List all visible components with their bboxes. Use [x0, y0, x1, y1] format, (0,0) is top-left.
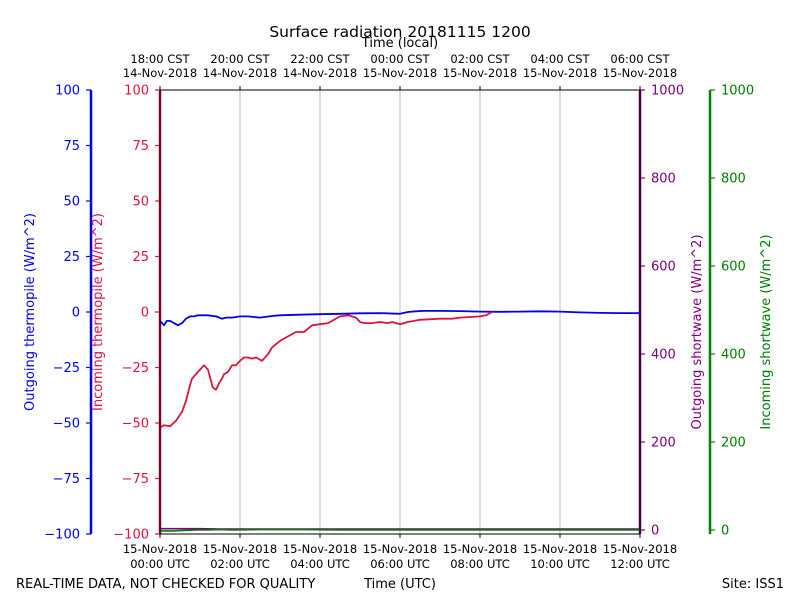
outgoing-thermopile-axis: −100 −75 −50 −25 0 25 50 75 100 Outgoing thermopi…	[23, 84, 93, 543]
bottom-tick-label-time: 06:00 UTC	[370, 557, 430, 571]
incoming-thermopile-axis: −100 −75 −50 −25 0 25 50 75 100 Incoming thermopi…	[91, 84, 162, 543]
top-tick-label-time: 04:00 CST	[530, 52, 590, 66]
data-series	[159, 309, 640, 532]
axis-tick-label: 0	[651, 524, 659, 539]
top-tick-label-time: 00:00 CST	[370, 52, 430, 66]
x-axis-label: Time (UTC)	[363, 577, 436, 592]
top-tick-label-time: 20:00 CST	[210, 52, 270, 66]
top-tick-label-date: 15-Nov-2018	[443, 66, 517, 80]
axis-tick-label: 200	[721, 436, 746, 451]
axis-tick-label: 0	[141, 306, 149, 321]
axis-tick-label: 25	[132, 250, 149, 265]
bottom-tick-label-date: 15-Nov-2018	[123, 542, 197, 556]
bottom-tick-label-time: 08:00 UTC	[450, 557, 510, 571]
axis-tick-label: 100	[124, 84, 149, 99]
bottom-tick-label-date: 15-Nov-2018	[603, 542, 677, 556]
top-tick-label-date: 14-Nov-2018	[283, 66, 357, 80]
axis-tick-label: 0	[72, 306, 80, 321]
axis-title: Outgoing shortwave (W/m^2)	[690, 234, 705, 429]
axis-tick-label: 400	[721, 348, 746, 363]
axis-title: Outgoing thermopile (W/m^2)	[23, 213, 38, 411]
axis-tick-label: 800	[651, 172, 676, 187]
axis-tick-label: −75	[53, 472, 80, 487]
axis-tick-label: 1000	[651, 84, 684, 99]
axis-tick-label: 200	[651, 436, 676, 451]
chart-title: Surface radiation 20181115 1200	[269, 23, 530, 41]
axis-tick-label: 800	[721, 172, 746, 187]
quality-disclaimer: REAL-TIME DATA, NOT CHECKED FOR QUALITY	[16, 577, 315, 592]
axis-tick-label: 50	[132, 195, 149, 210]
axis-tick-label: 75	[132, 139, 149, 154]
top-tick-label-date: 14-Nov-2018	[203, 66, 277, 80]
plot-frame	[159, 89, 641, 535]
incoming-shortwave-axis: 0 200 400 600 800 1000 Incoming shortwave (W/m…	[708, 84, 774, 539]
bottom-tick-label-time: 12:00 UTC	[610, 557, 670, 571]
axis-tick-label: 1000	[721, 84, 754, 99]
axis-title: Incoming shortwave (W/m^2)	[759, 234, 774, 429]
axis-tick-label: −50	[122, 417, 149, 432]
top-axis-label: Time (local)	[361, 36, 438, 51]
axis-tick-label: 100	[55, 84, 80, 99]
bottom-tick-label-date: 15-Nov-2018	[203, 542, 277, 556]
top-tick-label-date: 14-Nov-2018	[123, 66, 197, 80]
axis-tick-label: 50	[63, 195, 80, 210]
top-tick-label-date: 15-Nov-2018	[523, 66, 597, 80]
axis-tick-label: −100	[44, 528, 80, 543]
top-tick-label-time: 18:00 CST	[130, 52, 190, 66]
top-tick-label-time: 06:00 CST	[610, 52, 670, 66]
bottom-tick-label-time: 10:00 UTC	[530, 557, 590, 571]
axis-tick-label: −100	[113, 528, 149, 543]
axis-tick-label: 600	[651, 260, 676, 275]
bottom-tick-label-time: 00:00 UTC	[130, 557, 190, 571]
outgoing-thermopile-line	[159, 309, 640, 327]
bottom-tick-label-date: 15-Nov-2018	[523, 542, 597, 556]
outgoing-shortwave-axis: 0 200 400 600 800 1000 Outgoing shortwave (W/m…	[638, 84, 705, 539]
axis-tick-label: −50	[53, 417, 80, 432]
axis-tick-label: 0	[721, 524, 729, 539]
incoming-thermopile-line	[159, 311, 493, 429]
top-tick-label-date: 15-Nov-2018	[603, 66, 677, 80]
site-label: Site: ISS1	[722, 577, 784, 592]
axis-tick-label: 75	[63, 139, 80, 154]
axis-tick-label: −25	[122, 361, 149, 376]
top-tick-label-time: 02:00 CST	[450, 52, 510, 66]
axis-tick-label: −75	[122, 472, 149, 487]
bottom-tick-label-date: 15-Nov-2018	[443, 542, 517, 556]
axis-tick-label: 600	[721, 260, 746, 275]
axis-title: Incoming thermopile (W/m^2)	[91, 213, 106, 411]
axis-tick-label: 400	[651, 348, 676, 363]
axis-tick-label: 25	[63, 250, 80, 265]
bottom-tick-label-date: 15-Nov-2018	[363, 542, 437, 556]
incoming-shortwave-line	[160, 528, 640, 532]
bottom-tick-label-time: 02:00 UTC	[210, 557, 270, 571]
axis-tick-label: −25	[53, 361, 80, 376]
bottom-tick-label-time: 04:00 UTC	[290, 557, 350, 571]
bottom-tick-label-date: 15-Nov-2018	[283, 542, 357, 556]
top-tick-label-date: 15-Nov-2018	[363, 66, 437, 80]
top-tick-label-time: 22:00 CST	[290, 52, 350, 66]
